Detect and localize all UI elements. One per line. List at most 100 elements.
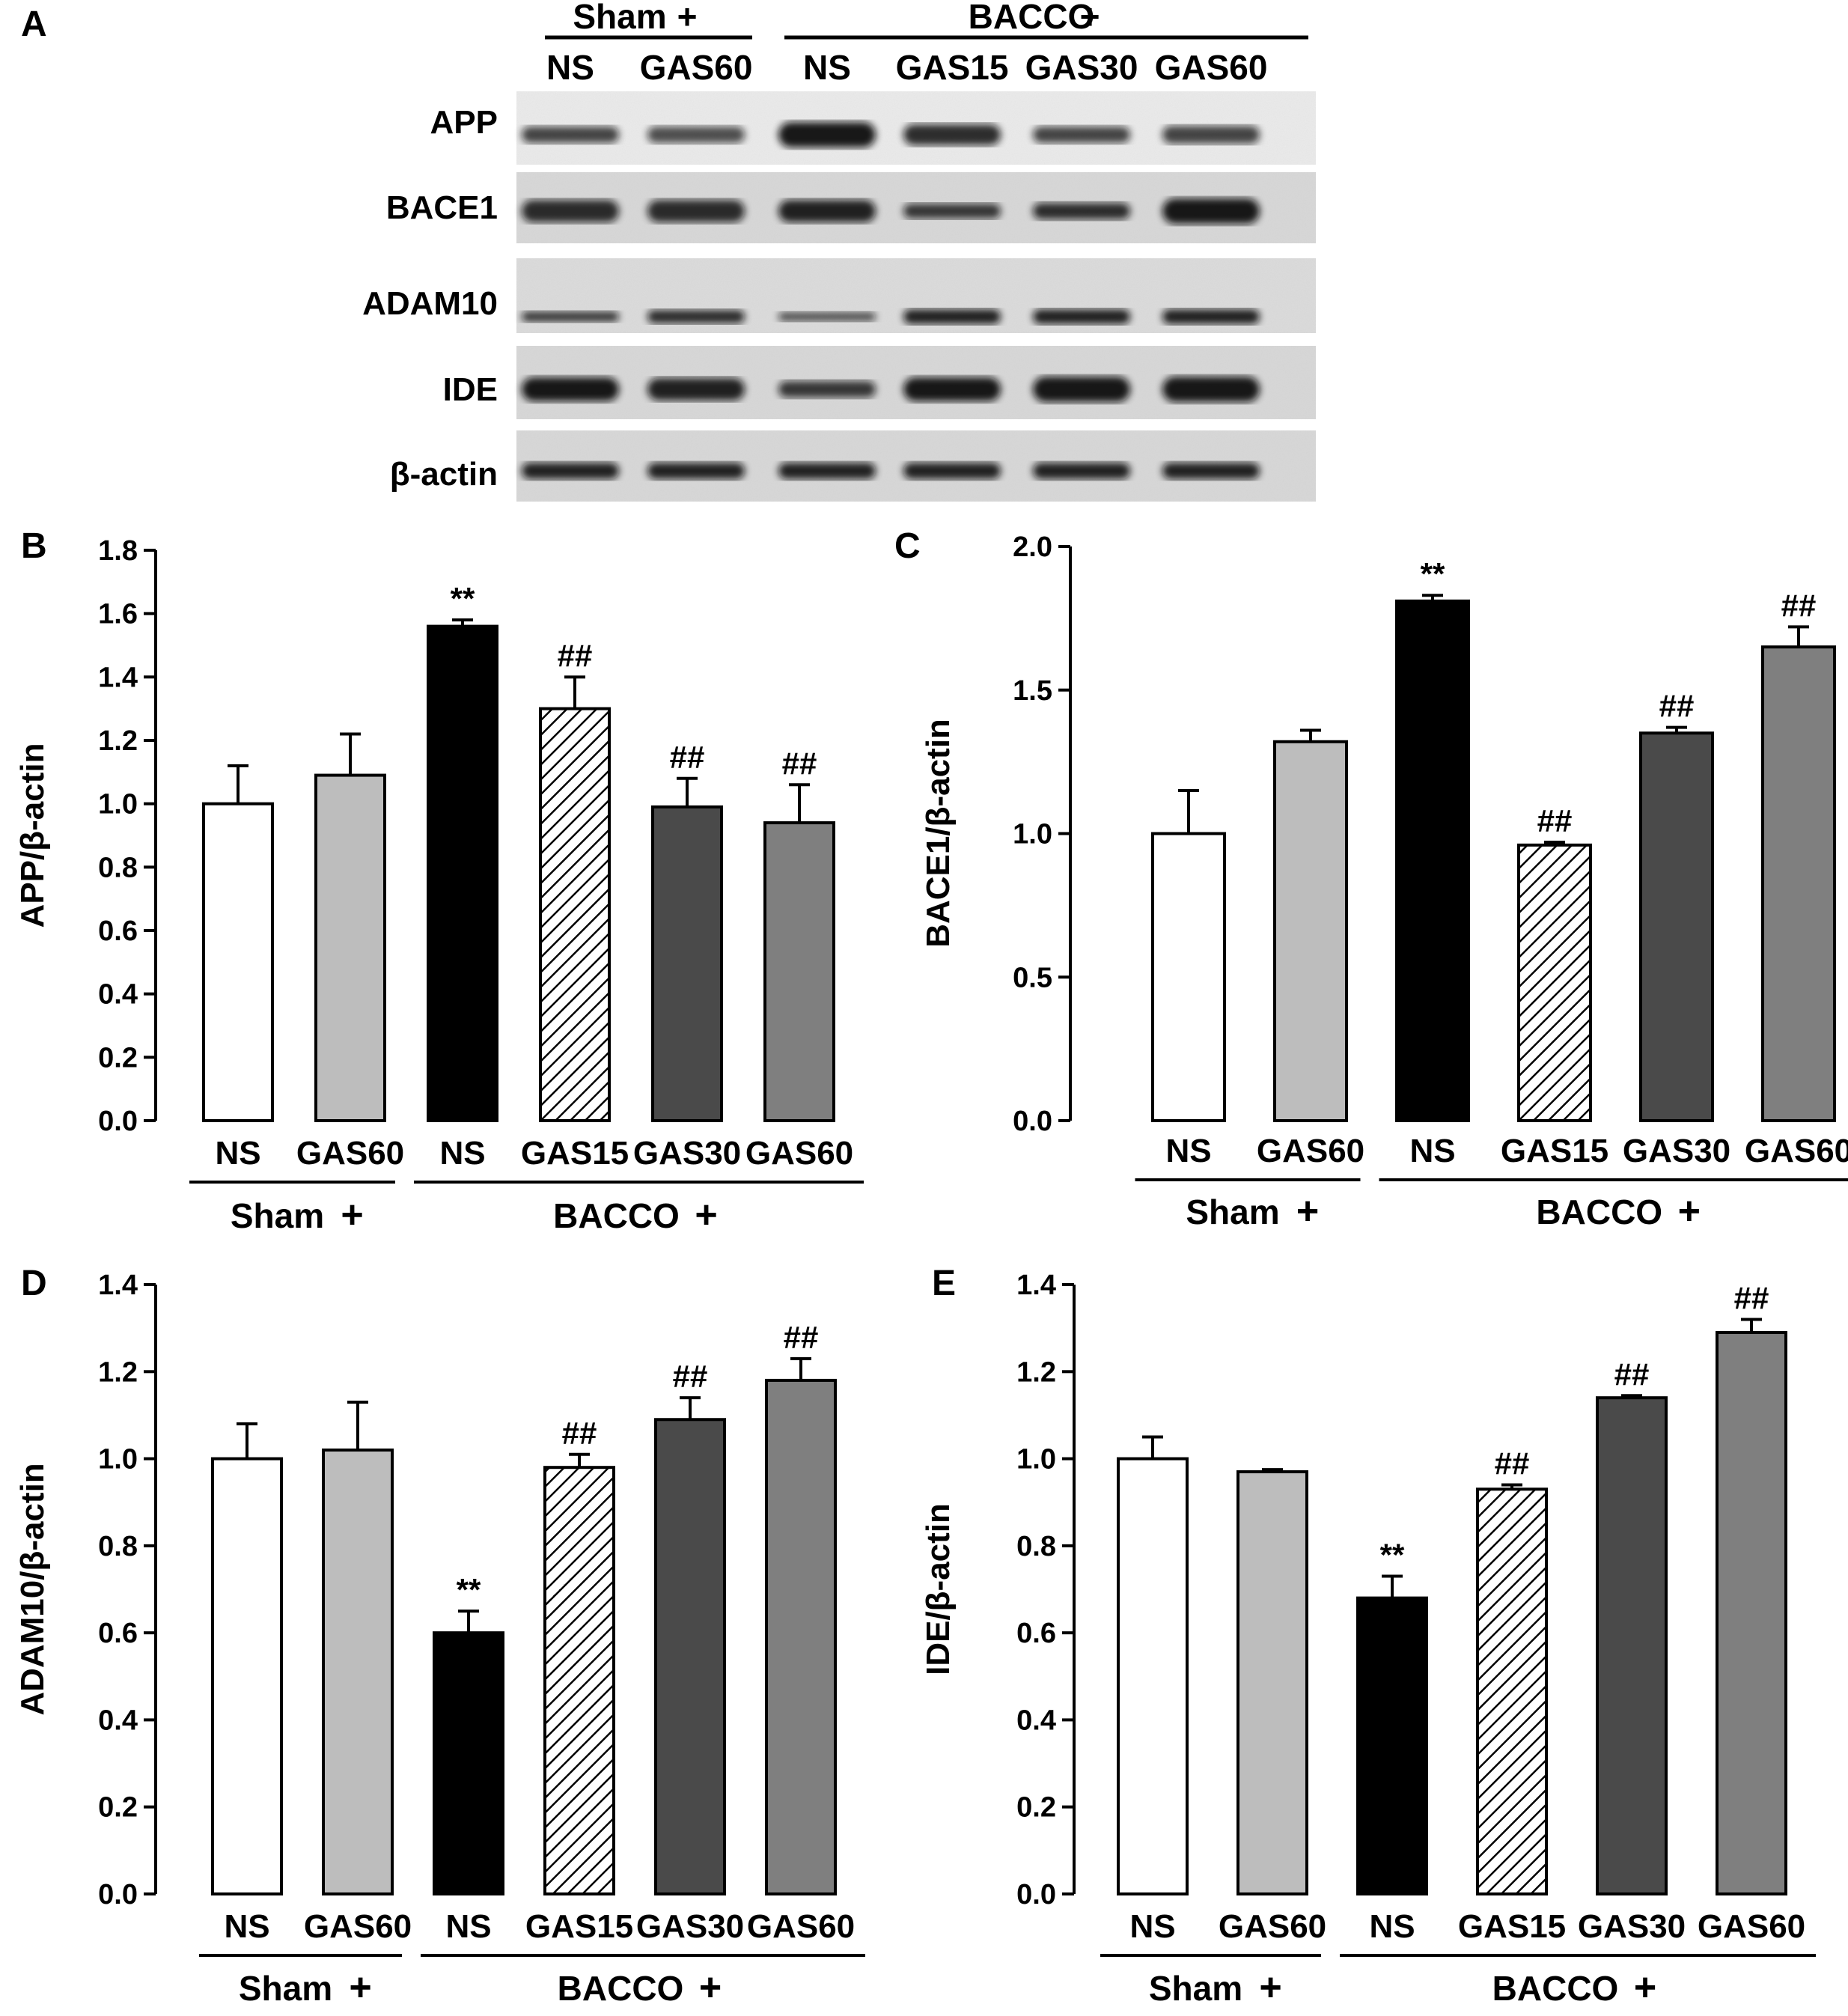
significance-marker: **: [1421, 556, 1445, 591]
x-tick-label: GAS30: [1578, 1908, 1686, 1945]
y-axis-label: APP/β-actin: [14, 743, 51, 928]
y-tick-label: 0.4: [98, 979, 138, 1011]
y-tick-label: 0.8: [98, 852, 138, 883]
significance-marker: ##: [562, 1416, 597, 1451]
y-tick-label: 0.8: [1016, 1531, 1056, 1562]
significance-marker: ##: [1659, 689, 1695, 724]
blot-row-label: BACE1: [386, 189, 498, 226]
blot-band: [522, 463, 619, 479]
bar-charts: B 0.0 0.2 0.4 0.6 0.8 1.0 1.2 1.4 1.6 1.8 APP/β-act…: [14, 526, 1848, 2009]
blot-plus-sham: +: [677, 0, 698, 36]
bar: [1117, 1457, 1189, 1895]
significance-marker: ##: [1537, 803, 1573, 838]
bar: [322, 1448, 394, 1895]
y-tick-label: 2.0: [1013, 532, 1052, 563]
bar: [1356, 1596, 1428, 1896]
group-label-bacco: BACCO: [1492, 1969, 1619, 2008]
y-tick-label: 0.4: [1016, 1705, 1056, 1736]
blot-band: [647, 378, 745, 401]
group-plus-sham: +: [341, 1193, 363, 1237]
significance-marker: ##: [1781, 588, 1817, 623]
x-tick-label: NS: [1165, 1133, 1211, 1169]
significance-marker: **: [457, 1572, 481, 1607]
blot-band: [522, 200, 619, 222]
blot-row-label: β-actin: [390, 456, 498, 493]
bar-chart-c: C 0.0 0.5 1.0 1.5 2.0 BACE1/β-actin NS GAS60 ** NS…: [894, 526, 1848, 1233]
bar-chart-e: E 0.0 0.2 0.4 0.6 0.8 1.0 1.2 1.4 IDE/β-actin NS GA…: [920, 1264, 1816, 2009]
group-plus-bacco: +: [1634, 1966, 1656, 2009]
bar: [433, 1631, 504, 1895]
blot-band: [647, 127, 745, 143]
x-tick-label: GAS60: [747, 1908, 855, 1945]
blot-band: [1162, 463, 1260, 479]
y-tick-label: 1.2: [1016, 1356, 1056, 1388]
y-tick-label: 1.0: [1013, 819, 1052, 850]
group-plus-bacco: +: [695, 1193, 717, 1237]
y-tick-label: 0.5: [1013, 962, 1052, 993]
x-tick-label: GAS60: [1745, 1133, 1848, 1169]
blot-band: [778, 312, 876, 321]
blot-lane-label: NS: [546, 48, 594, 87]
bar: [651, 805, 723, 1123]
blot-lane-label: GAS30: [1025, 48, 1138, 87]
significance-marker: **: [1380, 1538, 1405, 1573]
bar: [543, 1466, 615, 1895]
blot-band: [1033, 309, 1130, 324]
x-tick-label: GAS60: [304, 1908, 412, 1945]
group-label-sham: Sham: [1186, 1193, 1279, 1231]
panel-letter: D: [21, 1264, 47, 1303]
blot-band: [778, 381, 876, 398]
blot-band: [903, 463, 1001, 479]
y-tick-label: 0.6: [1016, 1618, 1056, 1649]
blot-band: [1162, 198, 1260, 224]
y-tick-label: 1.6: [98, 599, 138, 630]
blot-lane-label: GAS60: [1155, 48, 1268, 87]
y-tick-label: 1.4: [1016, 1270, 1056, 1301]
y-tick-label: 1.5: [1013, 675, 1052, 707]
bar: [1639, 731, 1714, 1122]
blot-band: [1033, 127, 1130, 143]
x-tick-label: GAS60: [1698, 1908, 1805, 1945]
blot-row: IDE: [443, 346, 1316, 419]
bar-chart-b: B 0.0 0.2 0.4 0.6 0.8 1.0 1.2 1.4 1.6 1.8 APP/β-act…: [14, 526, 864, 1237]
y-tick-label: 1.8: [98, 535, 138, 567]
y-tick-label: 1.2: [98, 1356, 138, 1388]
bar: [314, 773, 386, 1122]
x-tick-label: GAS30: [1623, 1133, 1730, 1169]
y-tick-label: 0.6: [98, 916, 138, 947]
x-tick-label: GAS60: [1219, 1908, 1326, 1945]
blot-row-label: APP: [430, 104, 498, 141]
blot-plus-bacco: +: [1080, 0, 1100, 36]
panel-letter: E: [932, 1264, 956, 1303]
group-label-sham: Sham: [231, 1196, 324, 1235]
y-tick-label: 0.2: [98, 1792, 138, 1824]
y-tick-label: 1.4: [98, 662, 138, 693]
y-tick-label: 1.4: [98, 1270, 138, 1301]
x-tick-label: NS: [1409, 1133, 1455, 1169]
blot-lane-label: GAS60: [640, 48, 753, 87]
y-tick-label: 1.0: [98, 789, 138, 820]
x-tick-label: GAS15: [521, 1135, 629, 1172]
blot-band: [903, 204, 1001, 219]
blot-band: [778, 200, 876, 222]
x-tick-label: GAS60: [1257, 1133, 1364, 1169]
y-tick-label: 0.0: [98, 1879, 138, 1910]
x-tick-label: NS: [445, 1908, 491, 1945]
blot-row: BACE1: [386, 172, 1316, 243]
x-tick-label: GAS30: [636, 1908, 744, 1945]
bar: [654, 1418, 726, 1895]
blot-band: [903, 124, 1001, 145]
bar-chart-d: D 0.0 0.2 0.4 0.6 0.8 1.0 1.2 1.4 ADAM10/β-actin N…: [14, 1264, 865, 2009]
bar: [1517, 843, 1592, 1122]
x-tick-label: GAS15: [1458, 1908, 1566, 1945]
panel-letter-a: A: [21, 4, 47, 44]
y-axis-label: BACE1/β-actin: [920, 719, 957, 948]
blot-band: [778, 463, 876, 479]
x-tick-label: GAS60: [296, 1135, 404, 1172]
bar: [1273, 740, 1348, 1123]
blot-rows: APP BACE1 ADAM10 IDE β-actin: [362, 91, 1316, 502]
blot-band: [1162, 377, 1260, 402]
significance-marker: ##: [1495, 1446, 1530, 1481]
x-tick-label: GAS15: [525, 1908, 633, 1945]
